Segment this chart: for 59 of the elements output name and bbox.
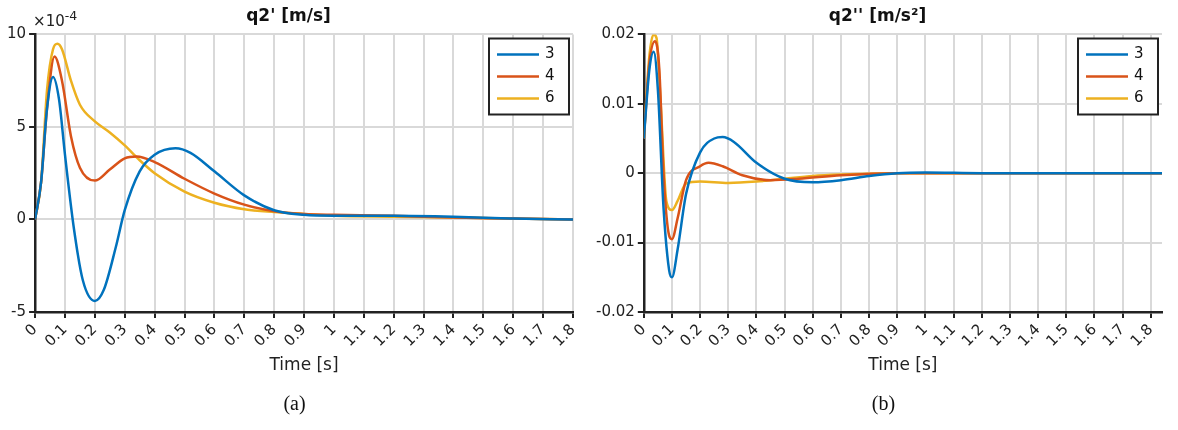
x-tick-label: 0.5 — [760, 320, 791, 350]
legend-label: 6 — [1134, 88, 1144, 107]
x-tick-label: 0.8 — [250, 320, 280, 350]
y-tick-label: 0 — [16, 209, 27, 228]
x-axis-title: Time [s] — [268, 354, 339, 375]
x-tick-label: 0.8 — [845, 320, 875, 350]
x-tick-label: 1.2 — [369, 320, 400, 350]
x-tick-label: 0.9 — [873, 320, 903, 350]
x-tick-label: 1.1 — [339, 320, 370, 350]
y-tick-label: -0.01 — [596, 232, 635, 251]
x-tick-label: 1.3 — [985, 320, 1016, 350]
x-tick-label: 1.5 — [1042, 320, 1072, 350]
legend-label: 6 — [545, 88, 555, 107]
x-tick-label: 1.6 — [1070, 320, 1100, 350]
chart-title: q2'' [m/s²] — [828, 4, 927, 25]
legend-label: 4 — [1134, 66, 1144, 85]
x-axis-title: Time [s] — [867, 354, 938, 375]
x-tick-label: 0.6 — [788, 320, 819, 350]
x-tick-label: 0.1 — [40, 320, 71, 350]
x-tick-label: 1.8 — [1126, 320, 1157, 350]
y-tick-label: 5 — [16, 116, 27, 135]
x-tick-label: 1.2 — [957, 320, 988, 350]
x-tick-label: 1.4 — [429, 320, 460, 350]
x-tick-label: 0.2 — [676, 320, 706, 350]
x-tick-label: 1 — [911, 320, 932, 340]
legend-label: 4 — [545, 66, 555, 85]
x-tick-label: 1 — [320, 320, 340, 340]
y-tick-label: 10 — [6, 24, 27, 43]
x-tick-label: 1.3 — [399, 320, 430, 350]
text: (a) — [282, 392, 307, 415]
x-tick-label: 0.4 — [130, 320, 161, 350]
x-tick-label: 0.5 — [160, 320, 191, 350]
x-tick-label: 0.7 — [220, 320, 250, 350]
x-tick-label: 0.3 — [704, 320, 734, 350]
x-tick-label: 0.1 — [647, 320, 678, 350]
x-tick-label: 0.4 — [732, 320, 763, 350]
x-tick-label: 1.6 — [489, 320, 519, 350]
y-tick-label: 0.01 — [601, 93, 635, 112]
x-tick-label: 0 — [629, 320, 650, 340]
x-tick-label: 1.7 — [519, 320, 549, 350]
text: ×10$^{-4}$ — [33, 8, 78, 31]
x-tick-label: 0.3 — [100, 320, 131, 350]
chart-title: q2' [m/s] — [246, 4, 331, 25]
x-tick-label: 1.7 — [1098, 320, 1129, 350]
text: (b) — [870, 392, 897, 415]
x-tick-label: 0.7 — [816, 320, 847, 350]
y-tick-label: -0.02 — [596, 301, 635, 320]
x-tick-label: 1.4 — [1014, 320, 1044, 350]
x-tick-label: 1.8 — [548, 320, 579, 350]
x-tick-label: 0.6 — [190, 320, 220, 350]
legend-label: 3 — [1134, 44, 1144, 63]
x-tick-label: 0.2 — [70, 320, 101, 350]
y-tick-label: 0 — [625, 163, 635, 182]
x-tick-label: 1.1 — [929, 320, 960, 350]
legend-label: 3 — [545, 44, 555, 63]
y-tick-label: -5 — [11, 301, 27, 320]
y-tick-label: 0.02 — [601, 24, 635, 43]
x-tick-label: 1.5 — [459, 320, 489, 350]
x-tick-label: 0.9 — [280, 320, 310, 350]
